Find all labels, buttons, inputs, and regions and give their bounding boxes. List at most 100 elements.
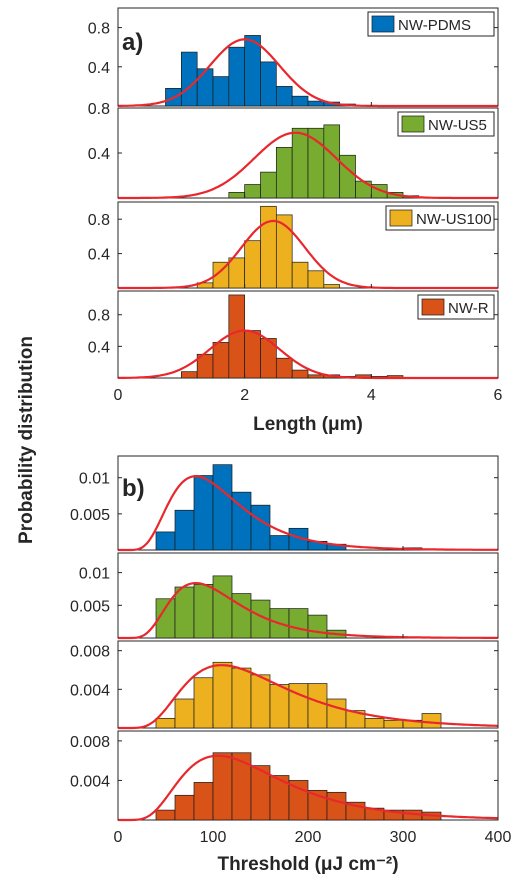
histogram-bar bbox=[307, 614, 328, 639]
histogram-bar bbox=[323, 124, 341, 199]
histogram-bar bbox=[364, 717, 385, 729]
fit-curve bbox=[118, 38, 498, 108]
histogram-bar bbox=[291, 369, 309, 379]
histogram-bar bbox=[275, 86, 293, 107]
legend: NW-PDMS bbox=[367, 11, 495, 37]
y-tick-label: 0.004 bbox=[70, 682, 110, 699]
histogram-bar bbox=[307, 270, 325, 289]
histogram-bar bbox=[275, 214, 293, 289]
histogram-bar bbox=[231, 752, 252, 821]
subplot-nw-pdms: 0.4 0.8 NW-PDMS bbox=[88, 7, 499, 108]
histogram-bar bbox=[307, 683, 328, 729]
fit-curve bbox=[118, 131, 498, 200]
subplot-nw-r: 0.4 0.8 NW-R bbox=[88, 290, 499, 380]
histogram-bar bbox=[180, 51, 198, 107]
x-tick-label: 2 bbox=[240, 387, 249, 404]
x-axis-label: Length (μm) bbox=[253, 414, 363, 435]
subplot-nw-us5: 0.005 0.01 bbox=[70, 552, 499, 640]
histogram-bar bbox=[260, 61, 277, 107]
legend-label: NW-US5 bbox=[428, 117, 487, 134]
histogram-bar bbox=[174, 698, 195, 729]
histogram-bar bbox=[193, 677, 214, 729]
histogram-bar bbox=[307, 374, 325, 379]
y-tick-label: 0.005 bbox=[70, 507, 110, 524]
legend: NW-US5 bbox=[397, 111, 495, 137]
histogram-bar bbox=[250, 674, 271, 729]
y-tick-label: 0.8 bbox=[88, 308, 110, 325]
fit-curve bbox=[118, 582, 498, 640]
panel-label: b) bbox=[122, 475, 145, 502]
subplot-nw-pdms: 0.005 0.01 bbox=[70, 455, 499, 552]
histogram-bar bbox=[228, 294, 246, 379]
histogram-bar bbox=[244, 184, 261, 199]
y-tick-label: 0.005 bbox=[70, 598, 110, 615]
fit-curve bbox=[118, 754, 499, 822]
y-tick-label: 0.004 bbox=[70, 773, 110, 790]
x-tick-label: 0 bbox=[114, 829, 123, 846]
y-tick-label: 0.8 bbox=[88, 21, 110, 38]
y-tick-label: 0.4 bbox=[88, 60, 110, 77]
histogram-bar bbox=[212, 342, 230, 379]
histogram-bar bbox=[231, 667, 252, 729]
fit-curve bbox=[118, 475, 499, 552]
y-tick-label: 0.8 bbox=[88, 212, 110, 229]
histogram-bar bbox=[212, 661, 233, 729]
histogram-bar bbox=[212, 575, 233, 639]
y-tick-label: 0.8 bbox=[88, 101, 110, 118]
histogram-bar bbox=[155, 809, 176, 821]
legend: NW-US100 bbox=[385, 205, 495, 231]
histogram-bar bbox=[421, 713, 442, 729]
histogram-bar bbox=[291, 127, 309, 199]
x-axis-label: Threshold (μJ cm⁻²) bbox=[217, 854, 398, 875]
histogram-bar bbox=[228, 192, 246, 199]
x-tick-label: 0 bbox=[114, 387, 123, 404]
y-tick-label: 0.008 bbox=[70, 734, 110, 751]
subplot-nw-us5: 0.4 0.8 NW-US5 bbox=[88, 101, 499, 200]
histogram-bar bbox=[244, 240, 261, 289]
legend-swatch bbox=[401, 115, 425, 133]
y-tick-label: 0.01 bbox=[79, 566, 110, 583]
fit-curve bbox=[118, 329, 498, 380]
histogram-bar bbox=[193, 475, 214, 551]
histogram-bar bbox=[228, 257, 246, 289]
histogram-bar bbox=[307, 100, 325, 107]
subplot-nw-us100: 0.4 0.8 NW-US100 bbox=[88, 201, 499, 290]
histogram-bar bbox=[174, 586, 195, 639]
histogram-bar bbox=[326, 791, 347, 821]
histogram-bar bbox=[212, 752, 233, 821]
legend-swatch bbox=[371, 15, 395, 33]
histogram-bar bbox=[288, 608, 309, 639]
histogram-bar bbox=[155, 531, 176, 551]
histogram-bar bbox=[244, 330, 261, 379]
histogram-bar bbox=[383, 719, 404, 729]
x-tick-label: 300 bbox=[390, 829, 417, 846]
fit-curve bbox=[118, 664, 499, 730]
histogram-bar bbox=[269, 535, 290, 551]
legend-label: NW-US100 bbox=[416, 211, 492, 228]
legend: NW-R bbox=[417, 294, 495, 320]
subplot-nw-r: 0.004 0.008 bbox=[70, 730, 499, 822]
histogram-bar bbox=[339, 154, 356, 199]
legend-label: NW-R bbox=[448, 300, 489, 317]
panel-b: 0.005 0.01 0.005 0.01 0.004 0.008 0.004 0.008 0 1… bbox=[70, 455, 511, 875]
histogram-bar bbox=[231, 593, 252, 639]
histogram-bar bbox=[212, 76, 230, 107]
x-tick-label: 4 bbox=[367, 387, 376, 404]
histogram-bar bbox=[326, 698, 347, 729]
histogram-bar bbox=[180, 371, 198, 379]
histogram-bar bbox=[228, 46, 246, 107]
y-axis-label: Probability distribution bbox=[16, 336, 37, 544]
histogram-bar bbox=[269, 684, 290, 729]
histogram-bar bbox=[244, 35, 261, 107]
histogram-bar bbox=[260, 171, 277, 199]
histogram-bar bbox=[212, 464, 233, 551]
y-tick-label: 0.4 bbox=[88, 339, 110, 356]
histogram-bar bbox=[155, 717, 176, 729]
histogram-bar bbox=[174, 794, 195, 821]
histogram-bar bbox=[323, 284, 341, 289]
histogram-bar bbox=[193, 782, 214, 821]
panel-label: a) bbox=[122, 29, 143, 56]
histogram-bar bbox=[174, 509, 195, 551]
